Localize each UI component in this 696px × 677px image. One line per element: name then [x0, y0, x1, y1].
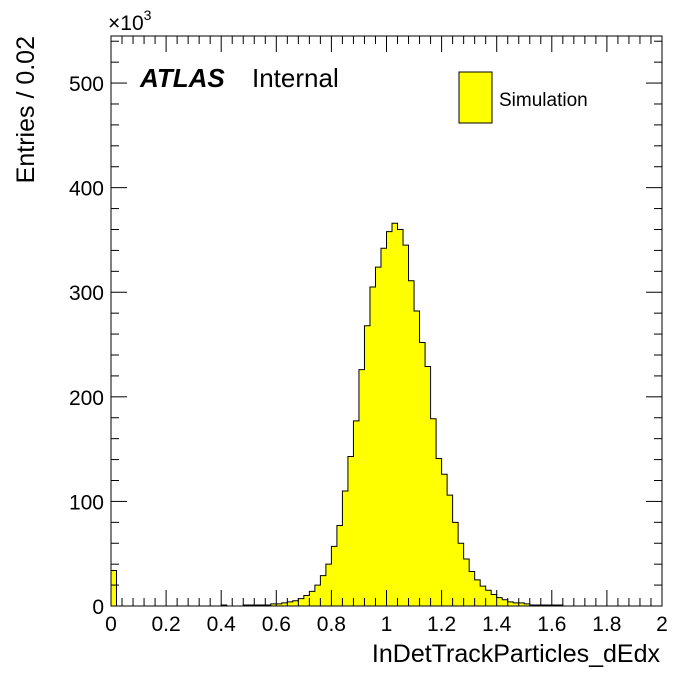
- histogram-bin: [452, 522, 459, 606]
- histogram-bin: [287, 601, 294, 606]
- x-tick-label: 0.4: [207, 613, 237, 636]
- y-axis-label: Entries / 0.02: [12, 36, 40, 183]
- histogram-bin: [265, 604, 272, 606]
- x-tick-label: 0.2: [151, 613, 180, 636]
- histogram-bin: [463, 558, 470, 606]
- y-tick-label: 100: [69, 491, 104, 514]
- y-tick-label: 500: [69, 73, 104, 96]
- x-tick-label: 2: [656, 613, 668, 636]
- histogram-bin: [430, 418, 437, 606]
- histogram-bin: [298, 598, 305, 606]
- x-tick-label: 1: [381, 613, 393, 636]
- histogram-bin: [392, 223, 398, 606]
- histogram-bin: [551, 604, 558, 606]
- histogram-bin: [513, 602, 520, 606]
- histogram-bin: [469, 571, 475, 606]
- x-tick-label: 1.4: [482, 613, 512, 636]
- histogram-bin: [243, 604, 250, 606]
- histogram-bin: [507, 601, 514, 606]
- histogram-bin: [292, 600, 299, 606]
- histogram-bars: [111, 223, 564, 607]
- histogram-bin: [408, 280, 415, 606]
- y-multiplier-label: ×103: [108, 7, 152, 35]
- histogram-bin: [419, 342, 426, 606]
- x-tick-label: 1.2: [427, 613, 456, 636]
- histogram-bin: [259, 604, 266, 606]
- histogram-bin: [557, 604, 564, 606]
- histogram-bin: [325, 564, 332, 606]
- x-tick-label: 0: [105, 613, 117, 636]
- x-tick-labels: 0 0.2 0.4 0.6 0.8 1 1.2 1.4 1.6 1.8 2: [105, 613, 668, 636]
- histogram-bin: [480, 586, 486, 606]
- histogram-bin: [347, 456, 354, 606]
- histogram-bin: [336, 525, 343, 606]
- histogram-bin: [447, 495, 453, 606]
- x-tick-label: 1.6: [537, 613, 566, 636]
- histogram-bin: [276, 603, 283, 606]
- x-tick-label: 1.8: [592, 613, 621, 636]
- histogram-bin: [358, 369, 365, 606]
- histogram-bin: [369, 287, 376, 606]
- legend-swatch-simulation: [458, 71, 493, 124]
- y-tick-labels: 0 100 200 300 400 500: [69, 73, 104, 619]
- histogram-bin: [364, 325, 371, 606]
- x-tick-label: 0.6: [262, 613, 291, 636]
- histogram-bin: [281, 602, 288, 606]
- legend-label-simulation: Simulation: [499, 90, 588, 111]
- histogram-bin: [529, 604, 536, 606]
- histogram-bin: [254, 604, 261, 606]
- histogram-bin: [303, 595, 310, 606]
- x-tick-label: 0.8: [317, 613, 346, 636]
- histogram-bin: [375, 267, 382, 606]
- histogram-bin: [491, 594, 497, 606]
- y-tick-label: 0: [92, 596, 104, 619]
- axis-ticks: [110, 36, 663, 607]
- histogram-bin: [248, 604, 255, 606]
- histogram-bin: [502, 599, 509, 606]
- histogram-bin: [474, 579, 481, 606]
- histogram-bin: [524, 603, 531, 606]
- histogram-bin: [397, 229, 404, 607]
- y-tick-label: 200: [69, 387, 104, 410]
- histogram-bin: [518, 602, 525, 606]
- histogram-bin: [540, 604, 547, 606]
- histogram-bin: [353, 420, 360, 606]
- histogram-bin: [111, 570, 117, 606]
- histogram-bin: [386, 231, 393, 606]
- y-multiplier-exponent: 3: [144, 7, 152, 23]
- histogram-bin: [496, 597, 503, 606]
- histogram-bin: [221, 604, 228, 606]
- histogram-bin: [485, 590, 492, 606]
- histogram-bin: [535, 604, 542, 606]
- histogram-bin: [380, 248, 387, 606]
- histogram-bin: [436, 458, 442, 606]
- histogram-bin: [441, 474, 448, 606]
- histogram-bin: [331, 546, 338, 606]
- y-tick-label: 400: [69, 178, 104, 201]
- histogram-bin: [309, 591, 316, 606]
- atlas-sublabel: Internal: [252, 63, 339, 93]
- histogram-bin: [342, 490, 349, 606]
- histogram-bin: [320, 575, 327, 606]
- histogram-bin: [414, 311, 420, 606]
- histogram-bin: [403, 245, 409, 607]
- histogram-bin: [546, 604, 553, 606]
- histogram-bin: [270, 603, 277, 606]
- y-tick-label: 300: [69, 282, 104, 305]
- histogram-bin: [458, 543, 464, 606]
- atlas-label: ATLAS: [139, 63, 225, 93]
- histogram-bin: [314, 585, 321, 606]
- x-axis-label: InDetTrackParticles_dEdx: [372, 640, 661, 668]
- histogram-bin: [425, 366, 431, 606]
- y-multiplier-base: ×10: [108, 12, 144, 35]
